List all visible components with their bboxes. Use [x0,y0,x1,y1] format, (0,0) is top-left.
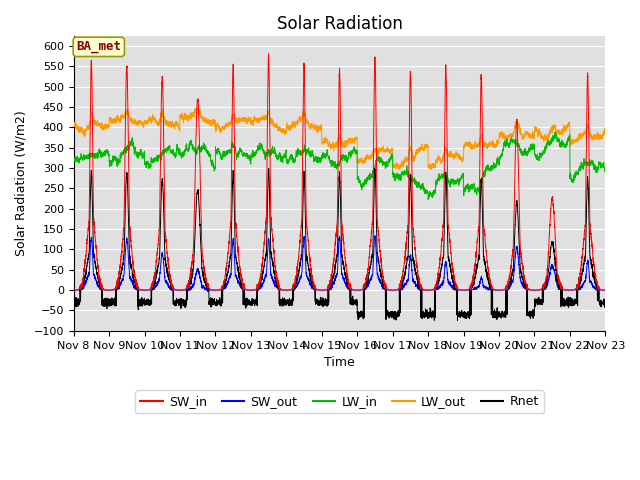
SW_in [602,287,609,293]
SW_in [601,287,609,293]
Legend: SW_in, SW_out, LW_in, LW_out, Rnet: SW_in, SW_out, LW_in, LW_out, Rnet [135,390,544,413]
LW_in [165,143,173,148]
Line: LW_in: LW_in [74,132,605,199]
LW_in [429,191,437,197]
Rnet [265,165,273,171]
Rnet [165,277,173,283]
LW_out [320,137,328,143]
SW_out [489,287,497,293]
SW_out [70,287,77,293]
Line: SW_out: SW_out [74,236,605,290]
SW_in [489,286,497,291]
Rnet [489,315,497,321]
SW_out [99,287,106,293]
Text: BA_met: BA_met [76,40,122,53]
Rnet [459,311,467,317]
Line: SW_in: SW_in [74,54,605,290]
LW_in [319,154,327,160]
Rnet [601,304,609,310]
LW_out [601,131,609,136]
Rnet [602,297,609,302]
SW_in [320,287,328,293]
Line: Rnet: Rnet [74,168,605,321]
LW_in [602,165,609,171]
LW_in [70,156,77,162]
LW_in [552,129,559,135]
X-axis label: Time: Time [324,356,355,369]
SW_out [320,287,328,293]
LW_out [429,161,437,167]
SW_out [371,233,379,239]
LW_out [165,120,173,125]
SW_in [166,271,173,276]
SW_out [166,284,173,290]
SW_out [601,287,609,293]
LW_out [489,144,497,150]
LW_in [459,172,467,178]
SW_out [429,287,437,293]
SW_out [459,287,467,293]
Y-axis label: Solar Radiation (W/m2): Solar Radiation (W/m2) [15,110,28,256]
Rnet [429,309,437,315]
Rnet [70,298,77,303]
LW_in [601,167,609,173]
SW_in [70,287,77,293]
LW_out [70,119,77,125]
Rnet [454,318,461,324]
LW_out [396,167,403,173]
SW_in [265,51,273,57]
Line: LW_out: LW_out [74,107,605,170]
SW_out [602,287,609,293]
LW_in [424,196,432,202]
LW_out [602,132,609,137]
SW_in [99,287,106,293]
SW_in [429,287,437,292]
LW_out [195,104,202,109]
LW_out [459,159,467,165]
Rnet [320,303,328,309]
Title: Solar Radiation: Solar Radiation [276,15,403,33]
LW_in [489,164,497,169]
SW_in [459,287,467,293]
